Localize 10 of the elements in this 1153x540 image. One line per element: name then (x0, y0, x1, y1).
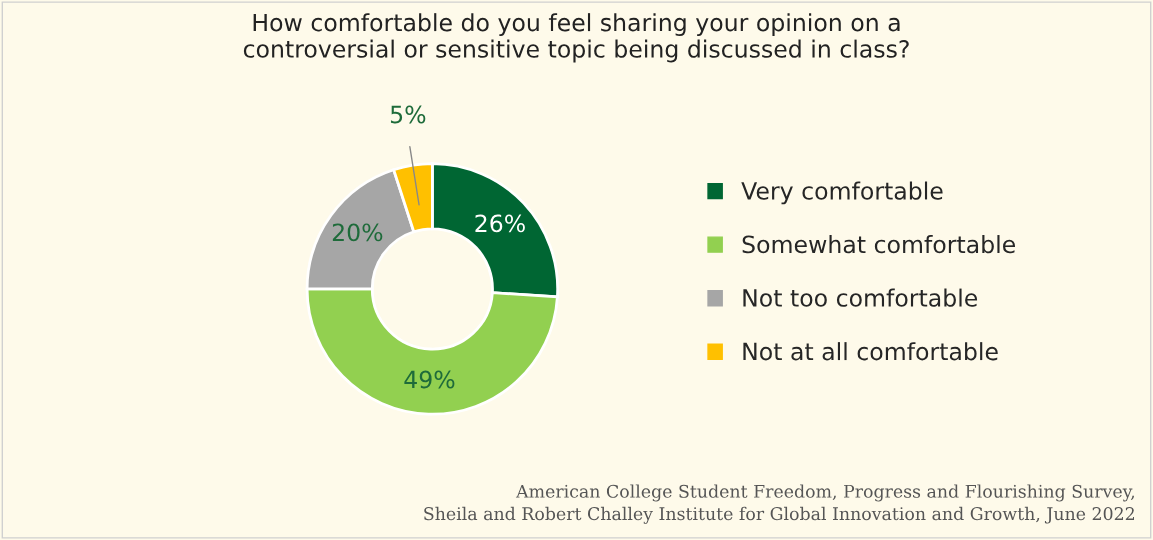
legend-label: Very comfortable (741, 181, 943, 205)
data-label: 49% (404, 370, 455, 389)
data-label: 20% (332, 223, 383, 242)
legend-label: Not too comfortable (743, 288, 978, 307)
chart-title: How comfortable do you feel sharing your opinion on a controversial or sensitive topic being discussed in class? (243, 13, 909, 63)
legend-label: Not at all comfortable (743, 342, 998, 361)
legend-label: Somewhat comfortable (742, 235, 1015, 254)
data-label: 26% (475, 214, 525, 233)
data-label: 5% (390, 105, 426, 124)
text: American College Student Freedom, Progress and Flourishing Survey, Sheila and Robert Challey Institute for Global Innovation and Growth, June 2022 (424, 484, 1135, 524)
